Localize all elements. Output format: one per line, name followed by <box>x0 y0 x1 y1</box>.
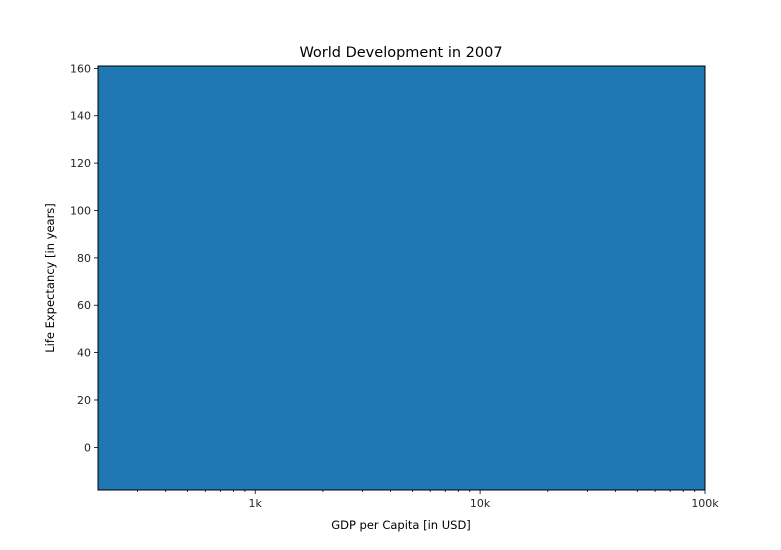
x-minor-ticks <box>137 490 696 492</box>
x-tick-label: 1k <box>249 497 263 510</box>
x-axis-label: GDP per Capita [in USD] <box>331 518 471 532</box>
y-tick-label: 0 <box>84 441 91 454</box>
y-tick-label: 140 <box>70 110 91 123</box>
y-tick-label: 160 <box>70 62 91 75</box>
x-tick-label: 10k <box>470 497 491 510</box>
plot-frame <box>97 65 706 491</box>
y-axis-label: Life Expectancy [in years] <box>43 203 57 353</box>
y-tick-label: 20 <box>77 394 91 407</box>
x-tick-label: 100k <box>691 497 719 510</box>
y-tick-label: 120 <box>70 157 91 170</box>
chart-title: World Development in 2007 <box>299 45 502 61</box>
y-tick-label: 40 <box>77 347 91 360</box>
y-major-ticks: 0 20 40 60 80 100 120 140 160 <box>70 62 98 454</box>
filled-area <box>98 66 705 490</box>
y-tick-label: 60 <box>77 299 91 312</box>
y-tick-label: 100 <box>70 204 91 217</box>
x-major-ticks: 1k 10k 100k <box>249 490 719 510</box>
y-tick-label: 80 <box>77 252 91 265</box>
